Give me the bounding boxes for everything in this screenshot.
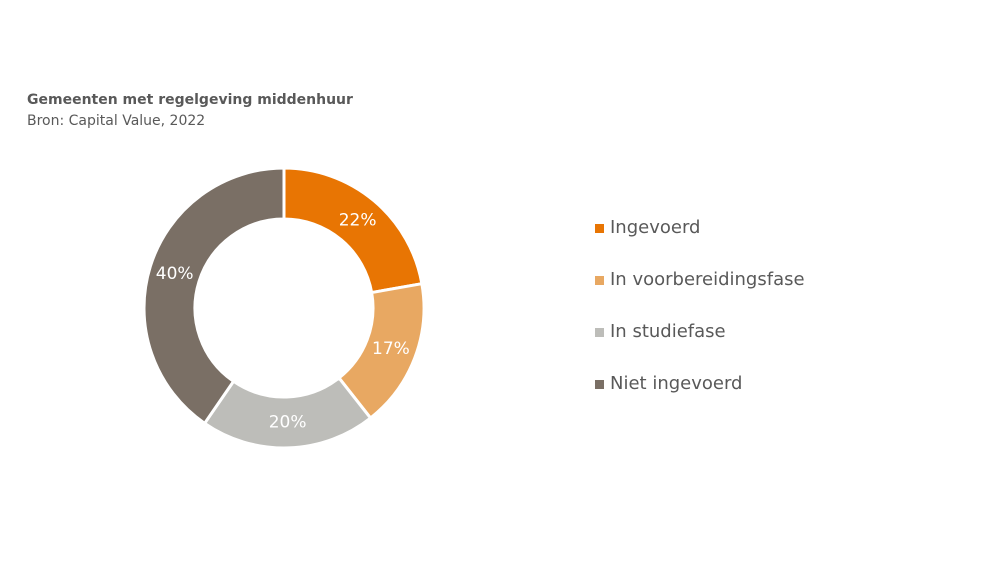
legend-item-niet-ingevoerd: Niet ingevoerd: [595, 371, 805, 423]
legend-item-in-voorbereidingsfase: In voorbereidingsfase: [595, 267, 805, 319]
legend: Ingevoerd In voorbereidingsfase In studi…: [595, 215, 805, 423]
legend-label-ingevoerd: Ingevoerd: [610, 217, 701, 238]
legend-label-in-studiefase: In studiefase: [610, 321, 726, 342]
legend-item-in-studiefase: In studiefase: [595, 319, 805, 371]
legend-swatch-in-voorbereidingsfase: [595, 276, 604, 285]
legend-label-niet-ingevoerd: Niet ingevoerd: [610, 373, 743, 394]
data-label-ingevoerd: 22%: [339, 210, 377, 230]
legend-label-in-voorbereidingsfase: In voorbereidingsfase: [610, 269, 805, 290]
legend-swatch-ingevoerd: [595, 224, 604, 233]
data-label-in-voorbereidingsfase: 17%: [372, 339, 410, 359]
legend-item-ingevoerd: Ingevoerd: [595, 215, 805, 267]
data-label-in-studiefase: 20%: [269, 412, 307, 432]
legend-swatch-niet-ingevoerd: [595, 380, 604, 389]
data-label-niet-ingevoerd: 40%: [156, 264, 194, 284]
legend-swatch-in-studiefase: [595, 328, 604, 337]
slice-niet-ingevoerd: [142, 166, 286, 426]
chart-title: Gemeenten met regelgeving middenhuur: [27, 92, 353, 108]
chart-subtitle: Bron: Capital Value, 2022: [27, 113, 206, 129]
